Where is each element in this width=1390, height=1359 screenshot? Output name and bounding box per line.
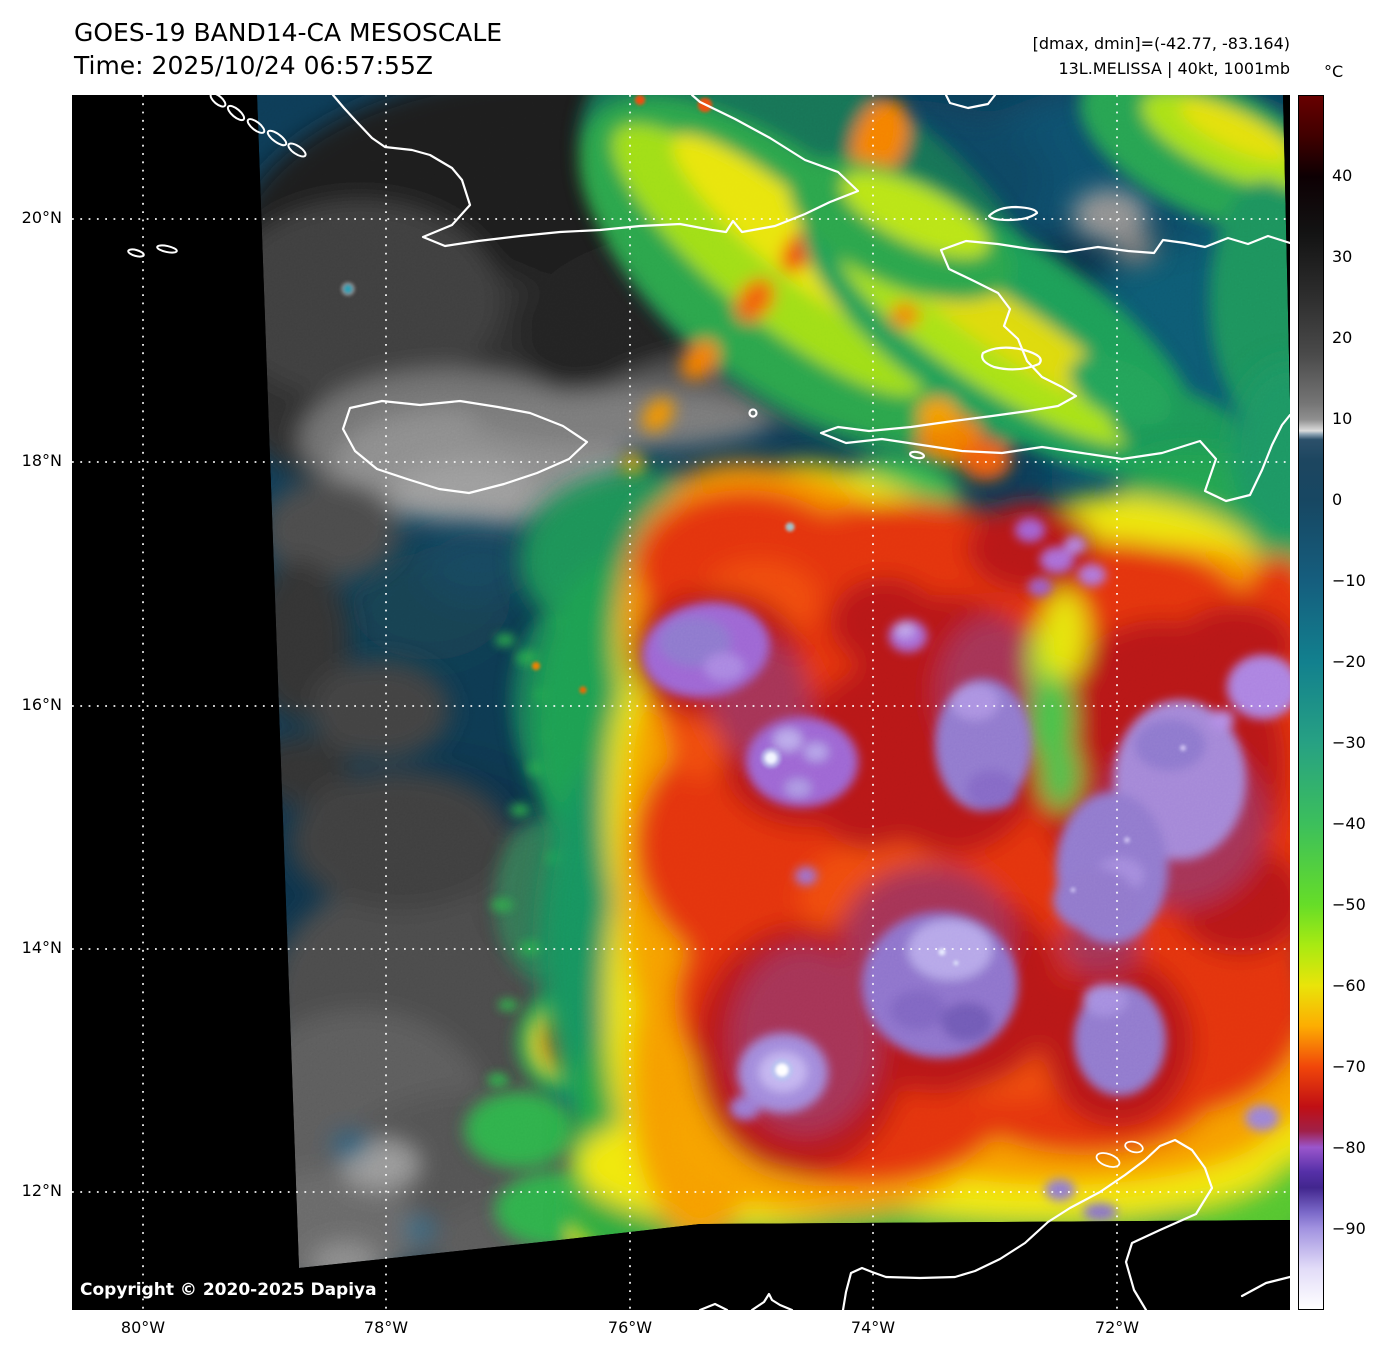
guajira-lagoons: [1095, 1140, 1144, 1168]
colorbar-unit-label: °C: [1324, 62, 1344, 81]
longitude-tick-label: 74°W: [850, 1318, 896, 1337]
coastline-layer: [127, 95, 1290, 1310]
jamaica-coastline: [341, 399, 589, 495]
cuban-cays: [209, 95, 307, 158]
satellite-ir-scene: [72, 95, 1290, 1310]
longitude-tick-label: 80°W: [120, 1318, 166, 1337]
dmax-dmin-readout: [dmax, dmin]=(-42.77, -83.164): [1032, 34, 1290, 53]
satellite-map-image: [72, 95, 1290, 1310]
colorbar-tick-label: −50: [1332, 895, 1366, 914]
colorbar-tick-label: −60: [1332, 976, 1366, 995]
colorbar-tick-label: −40: [1332, 814, 1366, 833]
copyright-watermark: Copyright © 2020-2025 Dapiya: [80, 1280, 377, 1300]
ir-data-layer: [257, 95, 1290, 1268]
gridline-layer: [72, 95, 1290, 1310]
scan-edge-mask: [72, 95, 1290, 1310]
temperature-colorbar: [1298, 95, 1324, 1310]
magdalena-delta-coastline: [750, 1292, 794, 1310]
colorbar-tick-label: 20: [1332, 328, 1353, 347]
colorbar-tick-label: −10: [1332, 571, 1366, 590]
colorbar-tick-label: −30: [1332, 733, 1366, 752]
colorbar-tick-label: −90: [1332, 1219, 1366, 1238]
colorbar-tick-label: −80: [1332, 1138, 1366, 1157]
product-timestamp: Time: 2025/10/24 06:57:55Z: [74, 51, 433, 80]
ir-grain-texture: [257, 95, 1290, 1268]
latitude-tick-label: 16°N: [21, 695, 62, 714]
colorbar-tick-label: 10: [1332, 409, 1353, 428]
gonave-island-coastline: [981, 346, 1042, 371]
longitude-tick-label: 78°W: [363, 1318, 409, 1337]
latitude-tick-label: 20°N: [21, 208, 62, 227]
product-title: GOES-19 BAND14-CA MESOSCALE: [74, 18, 503, 47]
cuba-coastline: [331, 95, 860, 248]
storm-status-readout: 13L.MELISSA | 40kt, 1001mb: [1058, 59, 1290, 78]
longitude-tick-label: 76°W: [607, 1318, 653, 1337]
navassa-island: [748, 408, 758, 418]
venezuela-coastline: [1240, 1275, 1290, 1298]
hispaniola-coastline: [819, 234, 1290, 503]
magdalena-west-coastline: [698, 1302, 729, 1310]
colorbar-tick-label: −20: [1332, 652, 1366, 671]
colorbar-tick-label: −70: [1332, 1057, 1366, 1076]
latitude-tick-label: 18°N: [21, 451, 62, 470]
latitude-tick-label: 12°N: [21, 1181, 62, 1200]
cayman-islands: [127, 244, 178, 258]
south-america-coastline: [841, 1138, 1214, 1310]
colorbar-tick-label: 30: [1332, 247, 1353, 266]
longitude-tick-label: 72°W: [1094, 1318, 1140, 1337]
latitude-tick-label: 14°N: [21, 938, 62, 957]
tortuga-island-coastline: [987, 205, 1039, 222]
colorbar-tick-label: 0: [1332, 490, 1343, 509]
ile-a-vache: [908, 450, 926, 460]
colorbar-tick-label: 40: [1332, 166, 1353, 185]
great-inagua-coastline: [944, 95, 997, 110]
